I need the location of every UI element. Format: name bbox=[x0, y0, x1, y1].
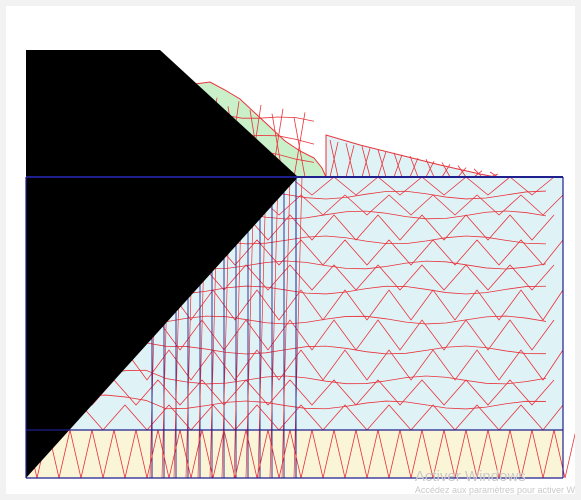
geometry-outline-top bbox=[26, 50, 298, 478]
bottom-layer-diagonal bbox=[179, 429, 192, 479]
bottom-layer-diagonal bbox=[69, 429, 82, 479]
mound-diagonal bbox=[457, 165, 467, 178]
bottom-layer-diagonal bbox=[223, 429, 236, 479]
bottom-layer-diagonal bbox=[520, 429, 533, 479]
bottom-layer-diagonal bbox=[322, 429, 335, 479]
bottom-layer-diagonal bbox=[245, 429, 258, 479]
mound-diagonal bbox=[329, 141, 339, 178]
bottom-layer-diagonal bbox=[487, 429, 500, 479]
bottom-layer-diagonal bbox=[157, 429, 170, 479]
bottom-layer-diagonal bbox=[91, 429, 104, 479]
bottom-layer-diagonal bbox=[146, 429, 159, 479]
bottom-layer-diagonal bbox=[377, 429, 390, 479]
bottom-layer-diagonal bbox=[80, 429, 93, 479]
bottom-layer-diagonal bbox=[399, 429, 412, 479]
bottom-layer-diagonal bbox=[432, 429, 445, 479]
bottom-layer-diagonal bbox=[212, 429, 225, 479]
mound-diagonal bbox=[441, 162, 451, 178]
embankment-diagonal bbox=[293, 117, 306, 178]
bottom-layer-diagonal bbox=[344, 429, 357, 479]
embankment-diagonal bbox=[293, 112, 306, 178]
bottom-layer-diagonal bbox=[201, 429, 214, 479]
bottom-layer-diagonal bbox=[311, 429, 324, 479]
bottom-layer-diagonal bbox=[564, 432, 575, 479]
bottom-layer-diagonal bbox=[333, 429, 346, 479]
bottom-layer-diagonal bbox=[168, 429, 181, 479]
pile-mesh-line bbox=[293, 176, 303, 479]
bottom-layer-diagonal bbox=[443, 429, 456, 479]
mound-diagonal bbox=[361, 148, 371, 178]
pile-mesh-line bbox=[245, 176, 255, 479]
mound-diagonal bbox=[457, 167, 467, 178]
bottom-layer-diagonal bbox=[388, 429, 401, 479]
mound-diagonal bbox=[377, 151, 387, 178]
bottom-layer-diagonal bbox=[509, 429, 522, 479]
bottom-layer-diagonal bbox=[102, 429, 115, 479]
bottom-layer-diagonal bbox=[531, 429, 544, 479]
pile-mesh-line bbox=[269, 176, 279, 479]
bottom-layer-diagonal bbox=[113, 429, 126, 479]
soil-layer-right-mound bbox=[326, 135, 495, 177]
bottom-layer-diagonal bbox=[190, 429, 203, 479]
bottom-layer-diagonal bbox=[542, 429, 555, 479]
bottom-layer-diagonal bbox=[267, 429, 280, 479]
mound-outline bbox=[325, 134, 496, 178]
bottom-layer-diagonal bbox=[410, 429, 423, 479]
mound-diagonal bbox=[473, 168, 483, 178]
bottom-layer-diagonal bbox=[498, 429, 511, 479]
mound-diagonal bbox=[409, 157, 419, 178]
mound-diagonal bbox=[425, 161, 435, 178]
bottom-layer-diagonal bbox=[476, 429, 489, 479]
bottom-layer-diagonal bbox=[465, 429, 478, 479]
mesh-row-line bbox=[25, 394, 547, 410]
bottom-layer-diagonal bbox=[124, 429, 137, 479]
mound-diagonal bbox=[345, 145, 355, 178]
mound-diagonal bbox=[393, 154, 403, 178]
bottom-layer-diagonal bbox=[135, 429, 148, 479]
bottom-layer-diagonal bbox=[58, 429, 71, 479]
pile-mesh-line bbox=[257, 176, 267, 479]
bottom-layer-diagonal bbox=[234, 429, 247, 479]
model-canvas[interactable] bbox=[6, 6, 575, 494]
mesh-triangle-strip bbox=[36, 404, 564, 431]
bottom-layer-diagonal bbox=[366, 429, 379, 479]
bottom-layer-diagonal bbox=[278, 429, 291, 479]
bottom-layer-diagonal bbox=[256, 429, 269, 479]
bottom-layer-diagonal bbox=[421, 429, 434, 479]
bottom-layer-diagonal bbox=[289, 429, 302, 479]
bottom-layer-diagonal bbox=[300, 429, 313, 479]
bottom-layer-diagonal bbox=[454, 429, 467, 479]
finite-element-mesh[interactable] bbox=[6, 6, 575, 494]
bottom-layer-diagonal bbox=[355, 429, 368, 479]
pile-mesh-line bbox=[281, 176, 291, 479]
